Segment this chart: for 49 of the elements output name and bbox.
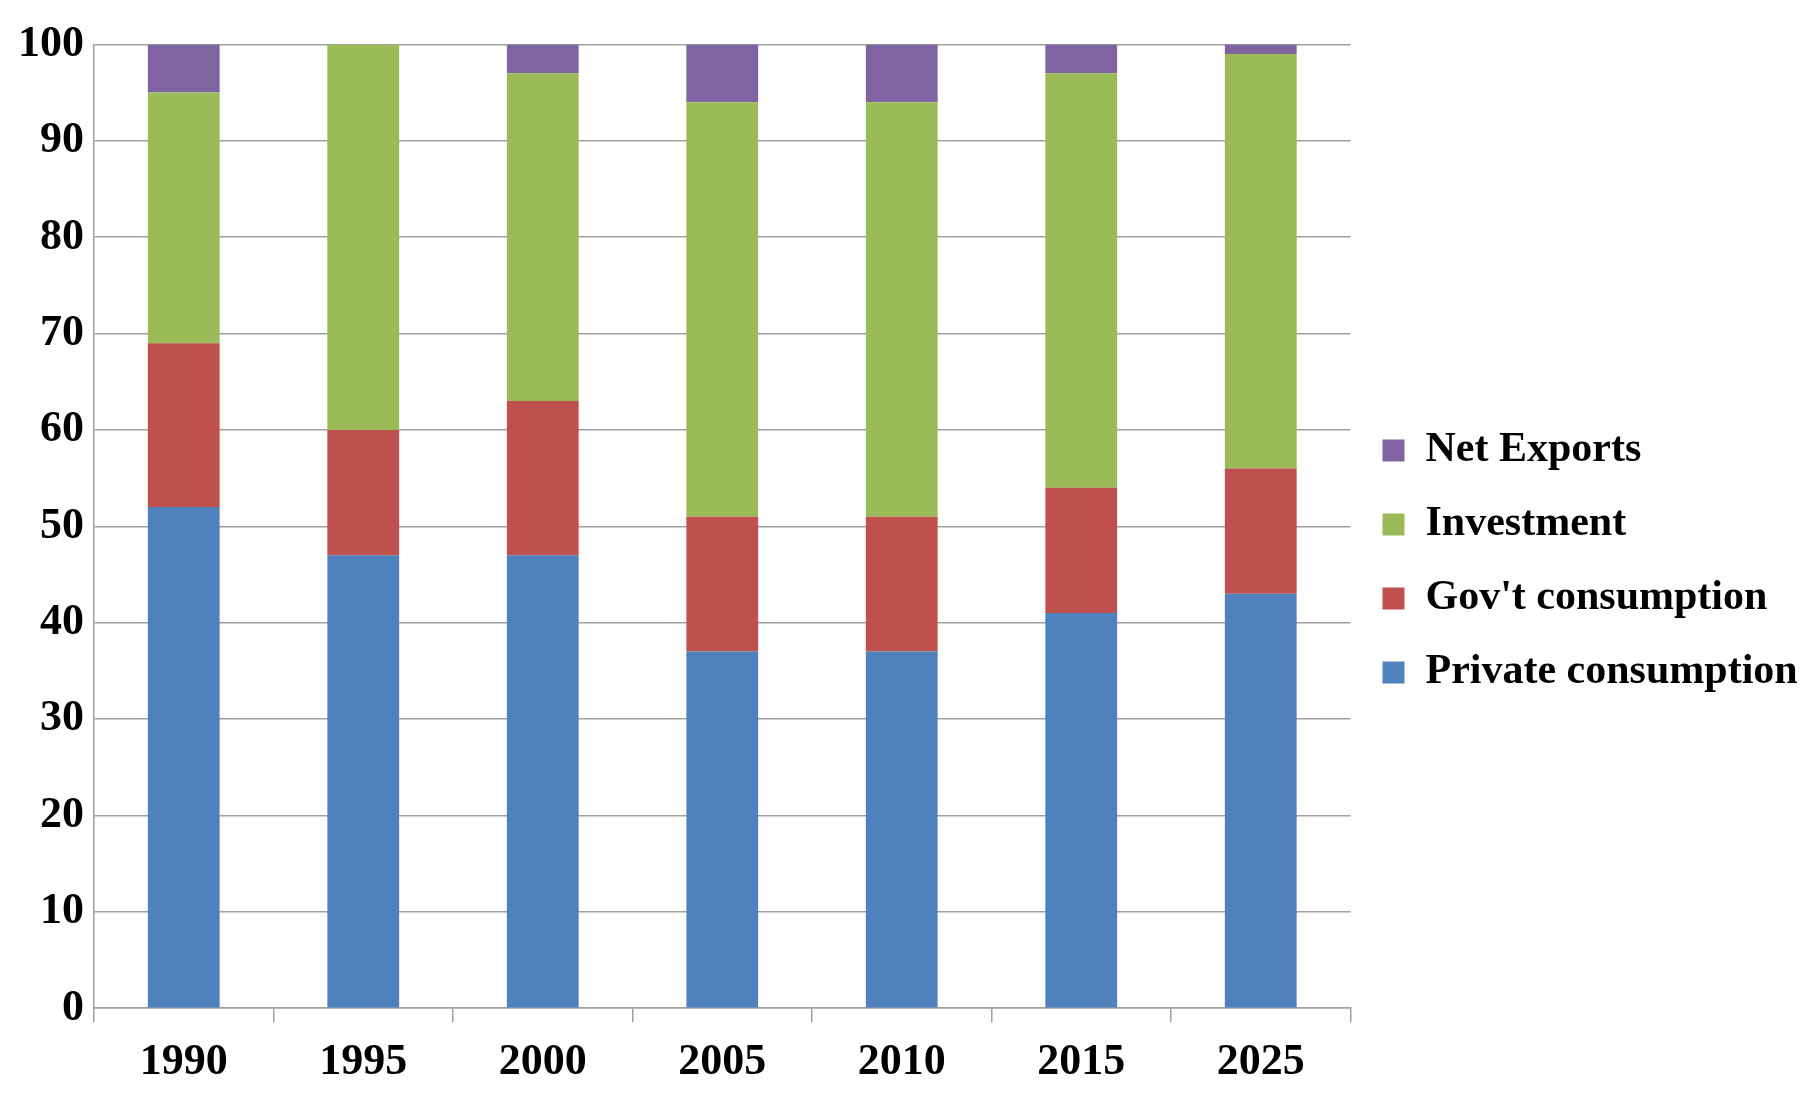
bar [686,44,759,103]
x-tick-label: 2010 [857,1034,946,1084]
y-tick-label: 100 [18,16,84,66]
bar [506,401,579,556]
bar [686,102,759,517]
x-tick-label: 1990 [139,1034,228,1084]
y-tick-label: 80 [40,209,84,259]
bar [1045,487,1118,614]
x-tick-label: 2015 [1037,1034,1126,1084]
y-tick-label: 20 [40,787,84,837]
y-tick-label: 40 [40,595,84,645]
bar [865,651,938,1008]
bar [147,92,220,344]
bar [865,102,938,517]
legend-label: Investment [1425,498,1627,545]
y-tick-label: 0 [62,980,84,1030]
legend-label: Gov't consumption [1425,572,1768,619]
bar [506,73,579,402]
bar [1224,54,1297,469]
bar [686,651,759,1008]
y-tick-label: 60 [40,402,84,452]
bar [1224,44,1297,55]
y-tick-label: 30 [40,691,84,741]
bar [506,44,579,74]
x-tick-label: 1995 [319,1034,408,1084]
legend-label: Net Exports [1425,424,1642,471]
bar [1224,468,1297,594]
y-tick-label: 10 [40,884,84,934]
bar [865,516,938,652]
bar [147,343,220,508]
bar [147,507,220,1008]
bar [865,44,938,103]
y-tick-label: 50 [40,498,84,548]
legend-label: Private consumption [1425,646,1798,693]
x-tick-label: 2005 [678,1034,767,1084]
bar [147,44,220,93]
x-tick-label: 2000 [498,1034,587,1084]
x-tick-label: 2025 [1216,1034,1305,1084]
bar [1045,44,1118,74]
bar [1045,73,1118,488]
bar [327,555,400,1008]
bar [686,516,759,652]
bar [506,555,579,1008]
bar [327,429,400,556]
bar [1045,613,1118,1008]
bar [327,44,400,430]
y-tick-label: 70 [40,305,84,355]
y-tick-label: 90 [40,113,84,163]
bar [1224,593,1297,1008]
